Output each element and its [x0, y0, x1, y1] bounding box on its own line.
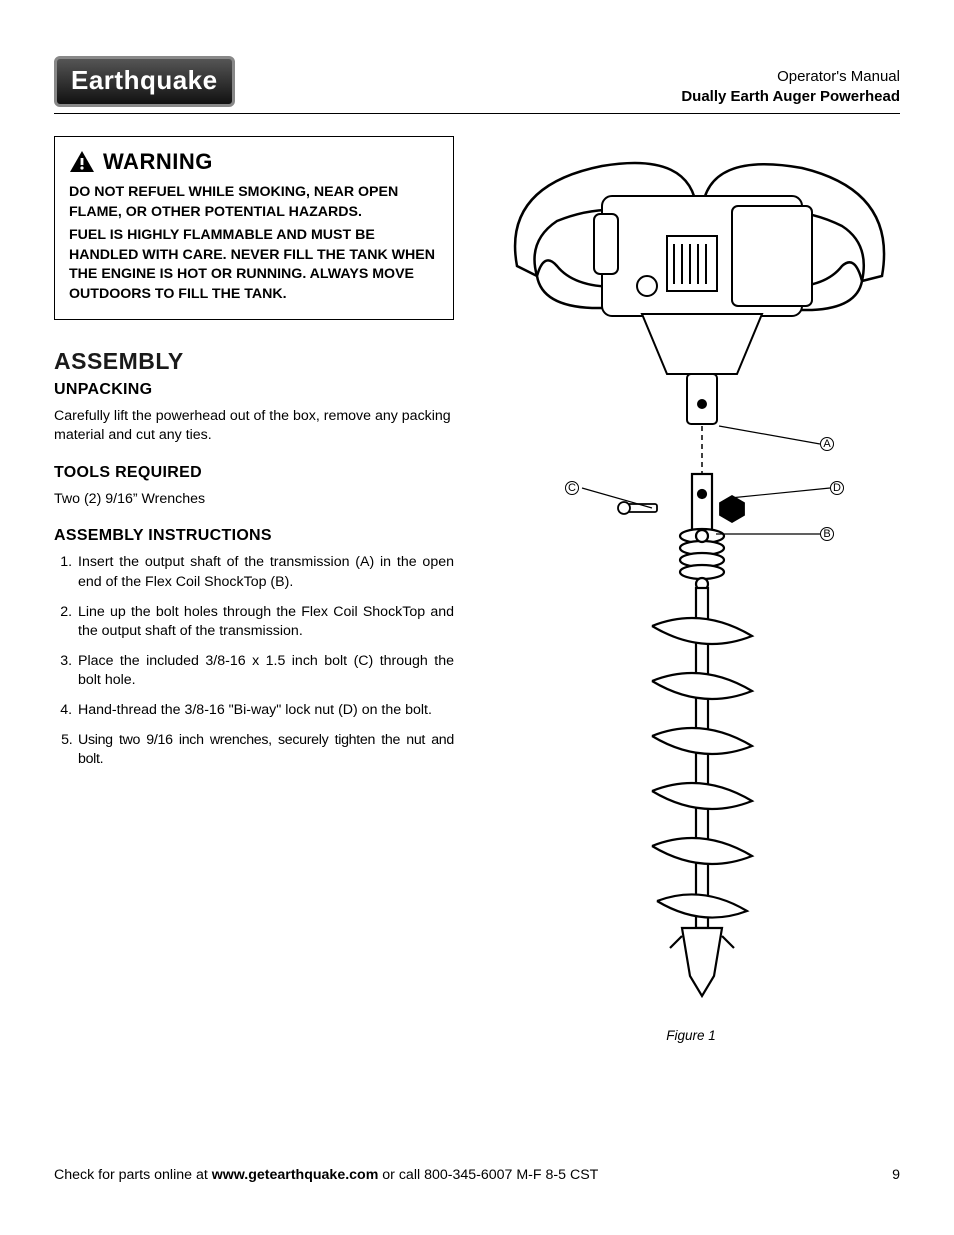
footer-url: www.getearthquake.com — [212, 1167, 379, 1183]
page-number: 9 — [892, 1167, 900, 1183]
step-item: Insert the output shaft of the transmiss… — [76, 553, 454, 592]
callout-b: B — [820, 527, 834, 541]
step-item: Hand-thread the 3/8-16 "Bi-way" lock nut… — [76, 701, 454, 721]
instructions-heading: ASSEMBLY INSTRUCTIONS — [54, 527, 454, 545]
figure-1: A B C D — [482, 136, 900, 1016]
warning-box: WARNING DO NOT REFUEL WHILE SMOKING, NEA… — [54, 136, 454, 320]
step-item: Place the included 3/8-16 x 1.5 inch bol… — [76, 652, 454, 691]
callout-d: D — [830, 481, 844, 495]
warning-title: WARNING — [103, 149, 213, 175]
page-footer: Check for parts online at www.getearthqu… — [54, 1167, 900, 1183]
instructions-list: Insert the output shaft of the transmiss… — [54, 553, 454, 769]
figure-caption: Figure 1 — [482, 1028, 900, 1043]
callout-a: A — [820, 437, 834, 451]
brand-logo: Earthquake — [54, 56, 235, 107]
step-item: Using two 9/16 inch wrenches, securely t… — [76, 731, 454, 770]
auger-illustration — [482, 136, 902, 1006]
callout-c: C — [565, 481, 579, 495]
warning-icon — [69, 150, 95, 174]
footer-suffix: or call 800-345-6007 M-F 8-5 CST — [378, 1167, 598, 1183]
page-header: Earthquake Operator's Manual Dually Eart… — [54, 56, 900, 114]
header-line1: Operator's Manual — [681, 67, 900, 87]
footer-text: Check for parts online at www.getearthqu… — [54, 1167, 598, 1183]
section-title: ASSEMBLY — [54, 348, 454, 375]
header-line2: Dually Earth Auger Powerhead — [681, 87, 900, 107]
unpacking-text: Carefully lift the powerhead out of the … — [54, 407, 454, 446]
step-item: Line up the bolt holes through the Flex … — [76, 603, 454, 642]
tools-text: Two (2) 9/16” Wrenches — [54, 490, 454, 510]
footer-prefix: Check for parts online at — [54, 1167, 212, 1183]
warning-title-row: WARNING — [69, 149, 439, 175]
warning-para-1: DO NOT REFUEL WHILE SMOKING, NEAR OPEN F… — [69, 183, 439, 222]
unpacking-heading: UNPACKING — [54, 381, 454, 399]
tools-heading: TOOLS REQUIRED — [54, 464, 454, 482]
header-right: Operator's Manual Dually Earth Auger Pow… — [681, 67, 900, 108]
warning-para-2: FUEL IS HIGHLY FLAMMABLE AND MUST BE HAN… — [69, 226, 439, 304]
